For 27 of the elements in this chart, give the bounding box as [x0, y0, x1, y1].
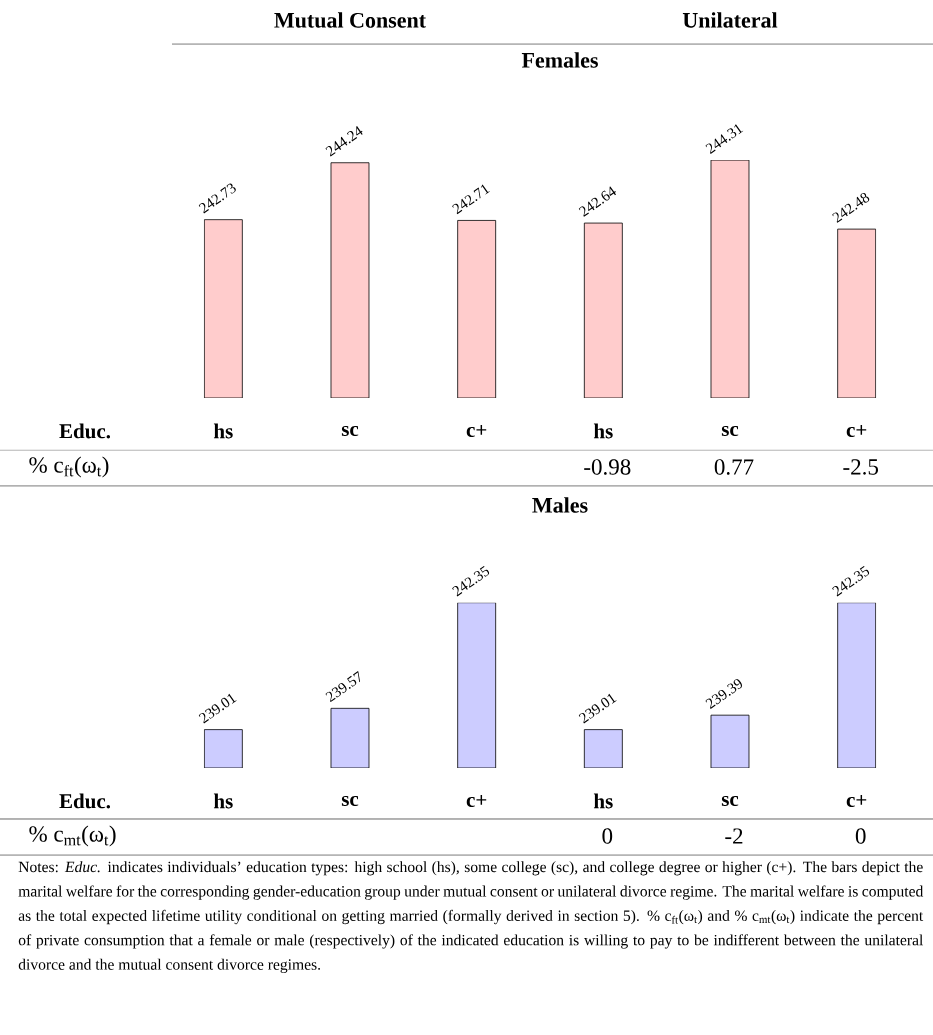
x-axis-title: Educ. [59, 793, 111, 809]
text: -2.5 [843, 459, 879, 475]
x-tick-label: hs [593, 793, 613, 809]
x-tick-label: c+ [846, 794, 867, 808]
text: 0 [602, 828, 613, 844]
text: Notes: Educ. indicates individuals’ education types: high school (hs), some college (sc), and college degree or higher (c+). The bars depict the marital welfare for the corresponding gender-education group under mutual consent or unilateral divorce regime. The marital welfare is computed as the total expected lifetime utility conditional on getting married (formally derived in section 5). % c$_{ft}$(ω$_{t}$) and % c$_{mt}$(ω$_{t}$) indicate the percent of private consumption that a female or male (respectively) of the indicated education is willing to pay to be indifferent between the unilateral divorce and the mutual consent divorce regimes. [18, 861, 924, 973]
x-tick-label: c+ [846, 424, 867, 438]
chart-title: Females [521, 52, 598, 68]
text: % c$_{mt}$(ω$_{t}$) [29, 825, 116, 847]
text: -2 [725, 828, 743, 844]
x-tick-label: sc [721, 795, 739, 807]
text: -0.98 [584, 459, 631, 475]
x-tick-label: sc [341, 795, 359, 807]
text: Mutual Consent [274, 12, 426, 28]
text: 0 [855, 828, 866, 844]
x-tick-label: sc [341, 425, 359, 437]
x-tick-label: hs [593, 423, 613, 439]
x-tick-label: hs [213, 423, 233, 439]
text: Unilateral [682, 12, 778, 28]
x-tick-label: hs [213, 793, 233, 809]
x-tick-label: sc [721, 425, 739, 437]
text: 0.77 [714, 459, 754, 475]
x-tick-label: c+ [466, 424, 487, 438]
chart-title: Males [532, 497, 588, 513]
x-tick-label: c+ [466, 794, 487, 808]
text: % c$_{ft}$(ω$_{t}$) [29, 456, 109, 478]
x-axis-title: Educ. [59, 423, 111, 439]
